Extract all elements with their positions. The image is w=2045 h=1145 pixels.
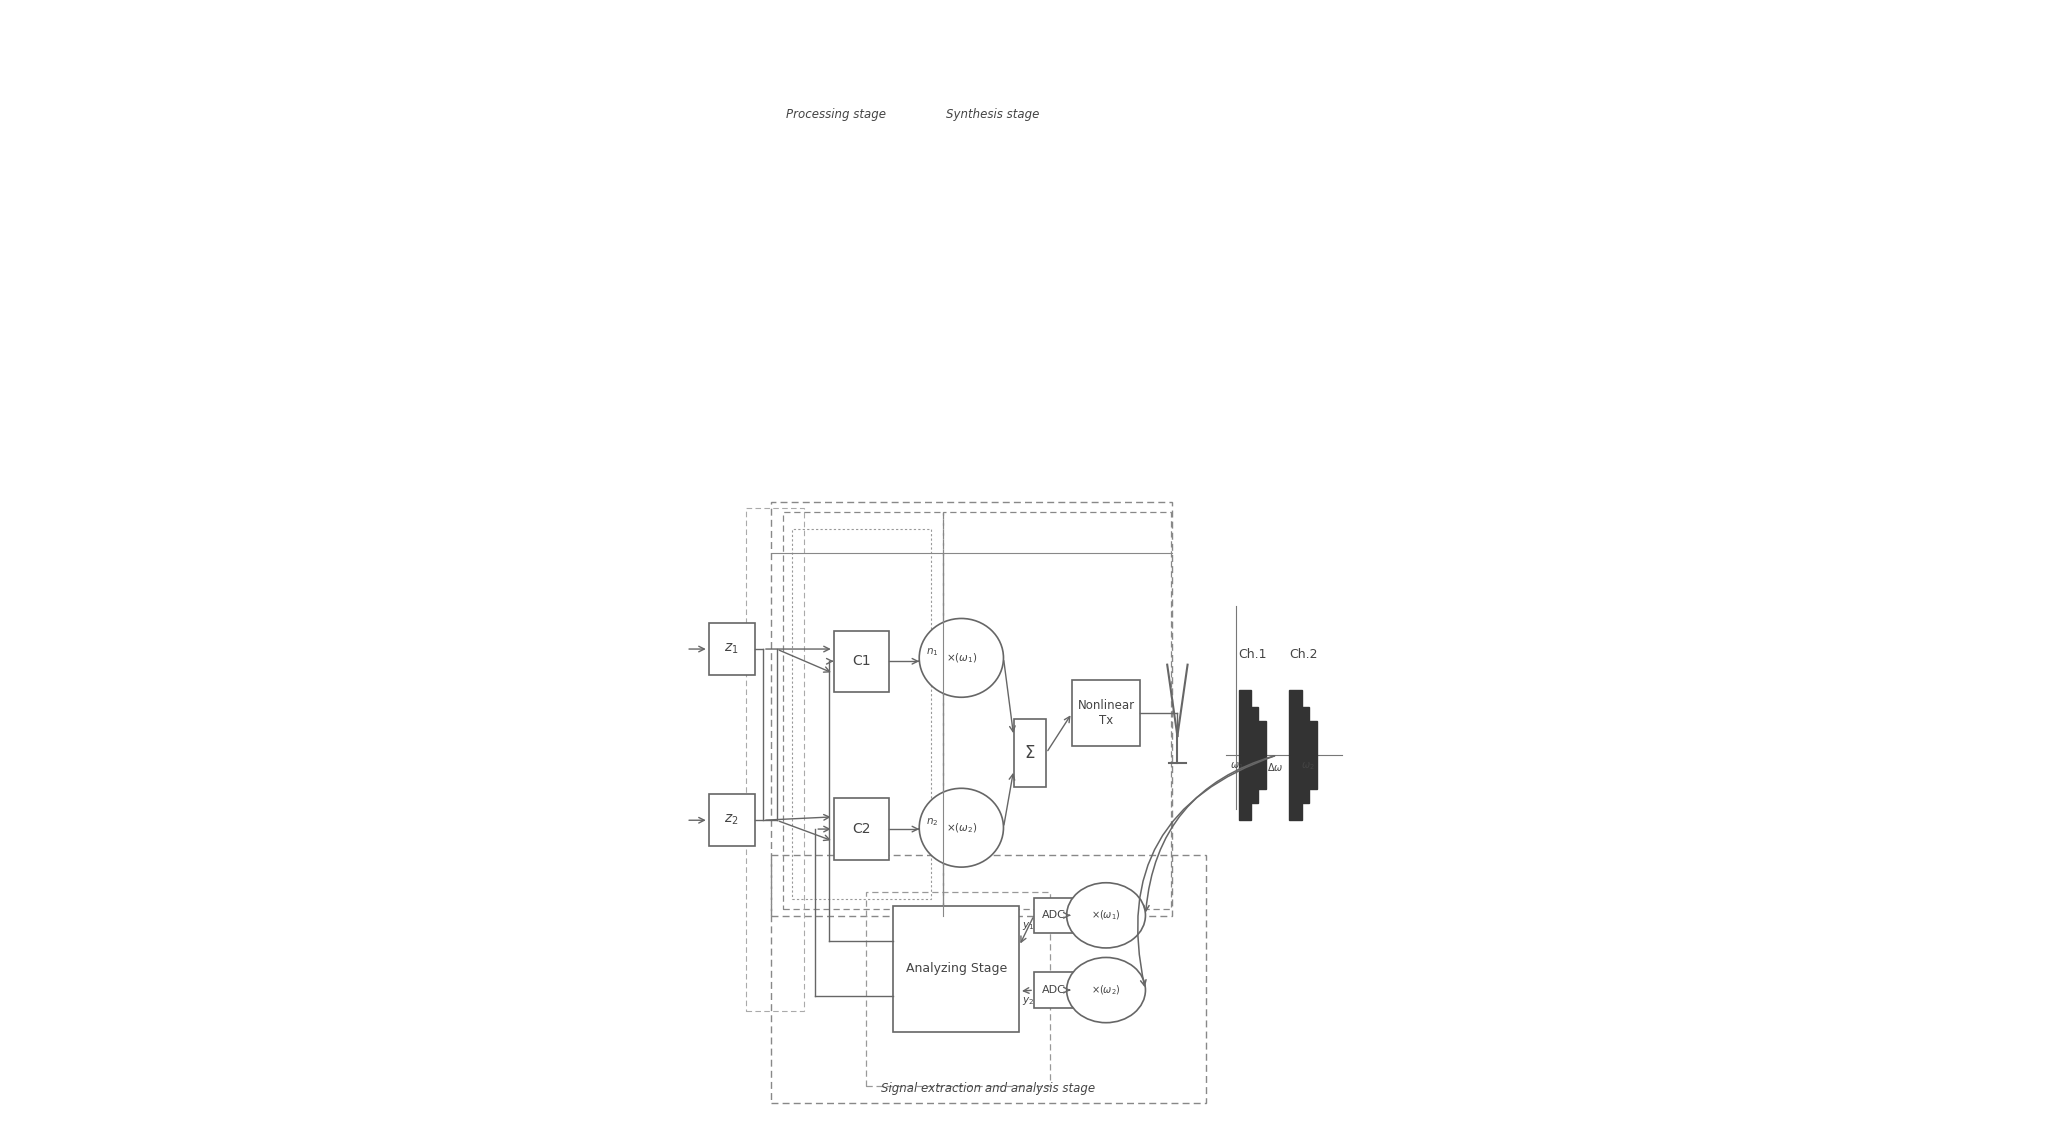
Bar [1297,708,1309,803]
Text: Analyzing Stage: Analyzing Stage [906,962,1006,976]
Text: Nonlinear
Tx: Nonlinear Tx [1078,698,1135,727]
Text: $n_1$: $n_1$ [926,646,939,657]
Bar [1014,719,1047,787]
Text: $\times(\omega_1)$: $\times(\omega_1)$ [1092,908,1121,922]
Text: $\times(\omega_2)$: $\times(\omega_2)$ [1092,984,1121,997]
Bar [1305,721,1317,789]
Text: Ch.1: Ch.1 [1237,648,1266,661]
Ellipse shape [920,618,1004,697]
Ellipse shape [1067,883,1145,948]
Ellipse shape [920,788,1004,867]
Bar [1254,721,1266,789]
Text: ADC: ADC [1041,985,1065,995]
Bar [834,631,890,692]
Bar [771,502,1172,916]
Text: ADC: ADC [1041,910,1065,921]
Text: $y_2$: $y_2$ [1022,995,1035,1006]
Text: C1: C1 [853,654,871,669]
Bar [710,795,755,846]
Text: $\Delta\omega$: $\Delta\omega$ [1268,760,1284,773]
Bar [746,508,804,1011]
Text: Synthesis stage: Synthesis stage [945,108,1039,120]
Bar [710,623,755,674]
Text: $y_1$: $y_1$ [1022,921,1035,932]
Text: $\omega_1$: $\omega_1$ [1231,760,1243,773]
Bar [894,906,1018,1032]
Bar [1239,690,1252,820]
Text: $\times(\omega_2)$: $\times(\omega_2)$ [945,821,978,835]
Bar [771,855,1207,1103]
Text: $z_1$: $z_1$ [724,642,738,656]
Text: $\omega_2$: $\omega_2$ [1301,760,1315,773]
Text: $\Sigma$: $\Sigma$ [1025,744,1035,761]
Bar [1035,972,1074,1008]
Text: C2: C2 [853,822,871,836]
Text: Ch.2: Ch.2 [1288,648,1317,661]
Text: $\times(\omega_1)$: $\times(\omega_1)$ [945,652,978,664]
Bar [834,798,890,860]
Bar [1035,898,1074,933]
Bar [1072,680,1139,747]
Bar [1290,690,1303,820]
Bar [783,512,943,909]
Text: $n_2$: $n_2$ [926,816,939,828]
Text: Signal extraction and analysis stage: Signal extraction and analysis stage [881,1082,1096,1095]
Bar [867,892,1049,1085]
Text: Processing stage: Processing stage [785,108,885,120]
Ellipse shape [1067,957,1145,1022]
Bar [943,512,1170,909]
Text: $z_2$: $z_2$ [724,813,738,828]
Bar [1245,708,1258,803]
Bar [791,529,930,899]
